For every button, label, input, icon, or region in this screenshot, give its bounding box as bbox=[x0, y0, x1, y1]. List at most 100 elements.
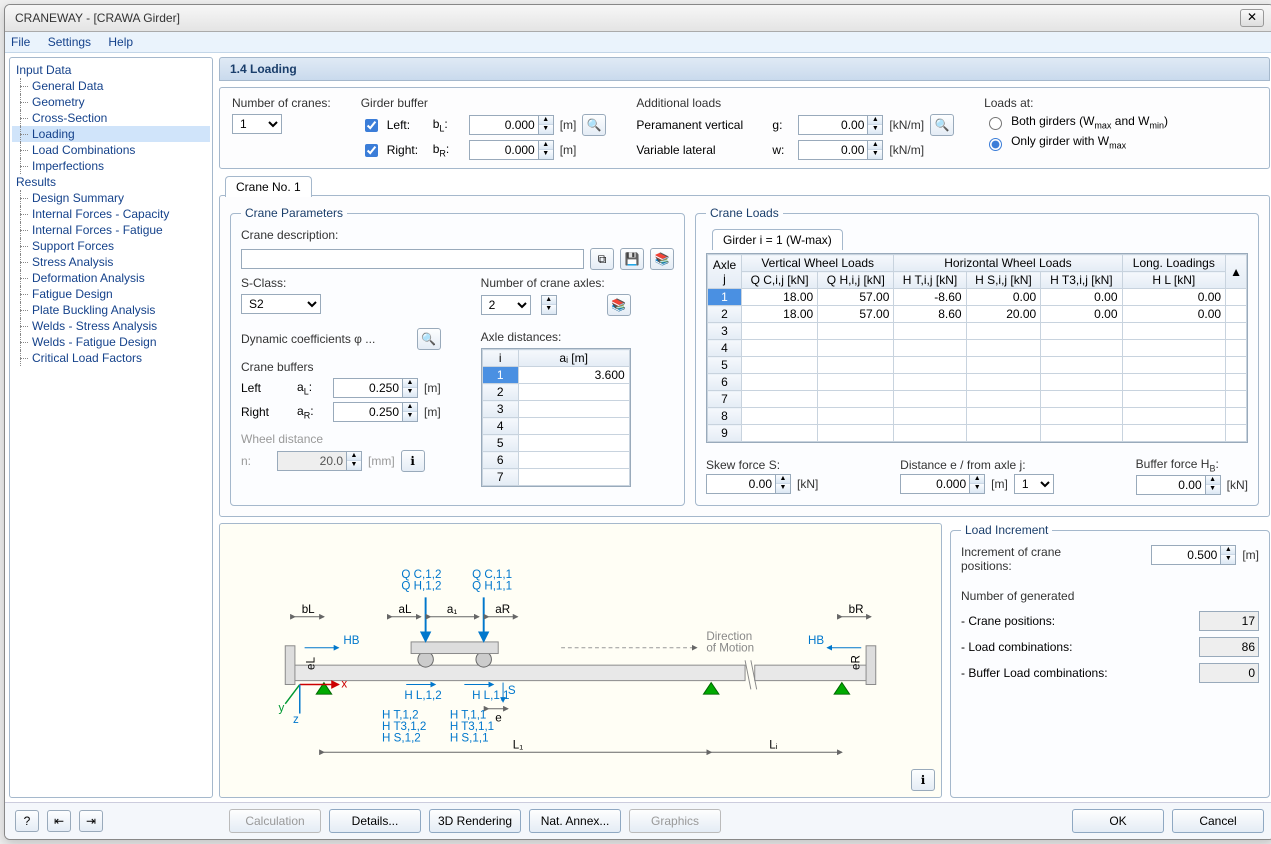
perm-vert-label: Peramanent vertical bbox=[636, 118, 766, 132]
loads-at-both[interactable]: Both girders (Wmax and Wmin) bbox=[984, 114, 1168, 130]
unit: [m] bbox=[560, 143, 577, 157]
skew-input[interactable] bbox=[706, 474, 776, 494]
increment-input[interactable] bbox=[1151, 545, 1221, 565]
help-icon[interactable]: ? bbox=[15, 810, 39, 832]
svg-text:H L,1,1: H L,1,1 bbox=[472, 689, 509, 702]
num-axles-select[interactable]: 2 bbox=[481, 295, 531, 315]
library-icon[interactable]: 📚 bbox=[607, 294, 631, 316]
perm-vert-input[interactable] bbox=[798, 115, 868, 135]
next-icon[interactable]: ⇥ bbox=[79, 810, 103, 832]
crane-panel: Crane Parameters Crane description: ⧉ 💾 … bbox=[219, 195, 1270, 517]
tree-item-loading[interactable]: Loading bbox=[12, 126, 210, 142]
rendering-button[interactable]: 3D Rendering bbox=[429, 809, 521, 833]
dyn-coef-btn[interactable]: 🔍 bbox=[417, 328, 441, 350]
crane-loads-group: Crane Loads Girder i = 1 (W-max) AxlejVe… bbox=[695, 206, 1259, 506]
unit: [kN/m] bbox=[889, 118, 924, 132]
crane-loads-legend: Crane Loads bbox=[706, 206, 783, 220]
buf-force-input[interactable] bbox=[1136, 475, 1206, 495]
svg-text:bL: bL bbox=[302, 603, 315, 616]
dist-axle-select[interactable]: 1 bbox=[1014, 474, 1054, 494]
perm-vert-sym: g: bbox=[772, 118, 792, 132]
buf-right-input[interactable] bbox=[333, 402, 403, 422]
save-icon[interactable]: 💾 bbox=[620, 248, 644, 270]
svg-text:of Motion: of Motion bbox=[706, 642, 754, 655]
tree-cat-input[interactable]: Input Data bbox=[12, 62, 210, 78]
tree-item[interactable]: Internal Forces - Capacity bbox=[12, 206, 210, 222]
wheel-dist-label: Wheel distance bbox=[241, 432, 441, 446]
buffer-left-input[interactable] bbox=[469, 115, 539, 135]
girder-tab[interactable]: Girder i = 1 (W-max) bbox=[712, 229, 843, 250]
sclass-select[interactable]: S2 bbox=[241, 294, 321, 314]
tree-cat-results[interactable]: Results bbox=[12, 174, 210, 190]
crane-tab[interactable]: Crane No. 1 bbox=[225, 176, 312, 197]
svg-text:y: y bbox=[278, 702, 284, 715]
loads-at-only[interactable]: Only girder with Wmax bbox=[984, 134, 1168, 150]
ok-button[interactable]: OK bbox=[1072, 809, 1164, 833]
num-cranes-select[interactable]: 1 bbox=[232, 114, 282, 134]
num-axles-label: Number of crane axles: bbox=[481, 276, 631, 290]
tree-item[interactable]: Plate Buckling Analysis bbox=[12, 302, 210, 318]
calculation-button[interactable]: Calculation bbox=[229, 809, 321, 833]
graphics-button[interactable]: Graphics bbox=[629, 809, 721, 833]
wheel-dist-input bbox=[277, 451, 347, 471]
svg-text:HB: HB bbox=[343, 634, 359, 647]
menu-file[interactable]: File bbox=[11, 35, 30, 49]
app-window: CRANEWAY - [CRAWA Girder] ✕ File Setting… bbox=[4, 4, 1271, 840]
load-increment-group: Load Increment Increment of crane positi… bbox=[950, 523, 1270, 798]
tree-item[interactable]: Critical Load Factors bbox=[12, 350, 210, 366]
tree-item[interactable]: Support Forces bbox=[12, 238, 210, 254]
svg-text:H S,1,2: H S,1,2 bbox=[382, 732, 421, 745]
crane-desc-input[interactable] bbox=[241, 249, 584, 269]
load-comb-out bbox=[1199, 637, 1259, 657]
buffer-right-input[interactable] bbox=[469, 140, 539, 160]
svg-text:H L,1,2: H L,1,2 bbox=[404, 689, 441, 702]
top-panel: Number of cranes: 1 Girder buffer Left: … bbox=[219, 87, 1270, 169]
tree-item[interactable]: Load Combinations bbox=[12, 142, 210, 158]
buffer-right-label: Right: bbox=[387, 143, 427, 157]
tree-item[interactable]: Geometry bbox=[12, 94, 210, 110]
tree-item[interactable]: Welds - Fatigue Design bbox=[12, 334, 210, 350]
details-button[interactable]: Details... bbox=[329, 809, 421, 833]
info-icon[interactable]: ℹ bbox=[401, 450, 425, 472]
library-icon[interactable]: 🔍 bbox=[582, 114, 606, 136]
menu-settings[interactable]: Settings bbox=[48, 35, 91, 49]
svg-text:Q H,1,2: Q H,1,2 bbox=[401, 580, 441, 593]
svg-text:x: x bbox=[341, 678, 347, 691]
tree-item[interactable]: Deformation Analysis bbox=[12, 270, 210, 286]
tree-item[interactable]: Fatigue Design bbox=[12, 286, 210, 302]
tree-item[interactable]: Stress Analysis bbox=[12, 254, 210, 270]
tree-item[interactable]: General Data bbox=[12, 78, 210, 94]
buffer-left-sym: bL: bbox=[433, 117, 463, 133]
tree-item[interactable]: Welds - Stress Analysis bbox=[12, 318, 210, 334]
tree-item[interactable]: Imperfections bbox=[12, 158, 210, 174]
close-button[interactable]: ✕ bbox=[1240, 9, 1264, 27]
menu-help[interactable]: Help bbox=[108, 35, 133, 49]
tree-item[interactable]: Cross-Section bbox=[12, 110, 210, 126]
var-lat-label: Variable lateral bbox=[636, 143, 766, 157]
loads-table[interactable]: AxlejVertical Wheel LoadsHorizontal Whee… bbox=[706, 253, 1248, 443]
annex-button[interactable]: Nat. Annex... bbox=[529, 809, 621, 833]
nav-tree[interactable]: Input Data General Data Geometry Cross-S… bbox=[9, 57, 213, 798]
buffer-right-sym: bR: bbox=[433, 142, 463, 158]
section-header: 1.4 Loading bbox=[219, 57, 1270, 81]
svg-text:Q H,1,1: Q H,1,1 bbox=[472, 580, 512, 593]
svg-text:aL: aL bbox=[399, 603, 412, 616]
svg-text:eL: eL bbox=[304, 657, 317, 670]
dist-e-input[interactable] bbox=[900, 474, 970, 494]
addl-loads-label: Additional loads bbox=[636, 96, 954, 110]
cancel-button[interactable]: Cancel bbox=[1172, 809, 1264, 833]
axle-table[interactable]: iaᵢ [m]13.600234567 bbox=[481, 348, 631, 487]
buf-left-input[interactable] bbox=[333, 378, 403, 398]
library-icon[interactable]: 📚 bbox=[650, 248, 674, 270]
buffer-right-check[interactable] bbox=[365, 144, 378, 157]
var-lat-sym: w: bbox=[772, 143, 792, 157]
buffer-left-check[interactable] bbox=[365, 119, 378, 132]
prev-icon[interactable]: ⇤ bbox=[47, 810, 71, 832]
tree-item[interactable]: Internal Forces - Fatigue bbox=[12, 222, 210, 238]
tree-item[interactable]: Design Summary bbox=[12, 190, 210, 206]
copy-icon[interactable]: ⧉ bbox=[590, 248, 614, 270]
menubar: File Settings Help bbox=[5, 32, 1271, 53]
info-icon[interactable]: ℹ bbox=[911, 769, 935, 791]
library-icon[interactable]: 🔍 bbox=[930, 114, 954, 136]
var-lat-input[interactable] bbox=[798, 140, 868, 160]
